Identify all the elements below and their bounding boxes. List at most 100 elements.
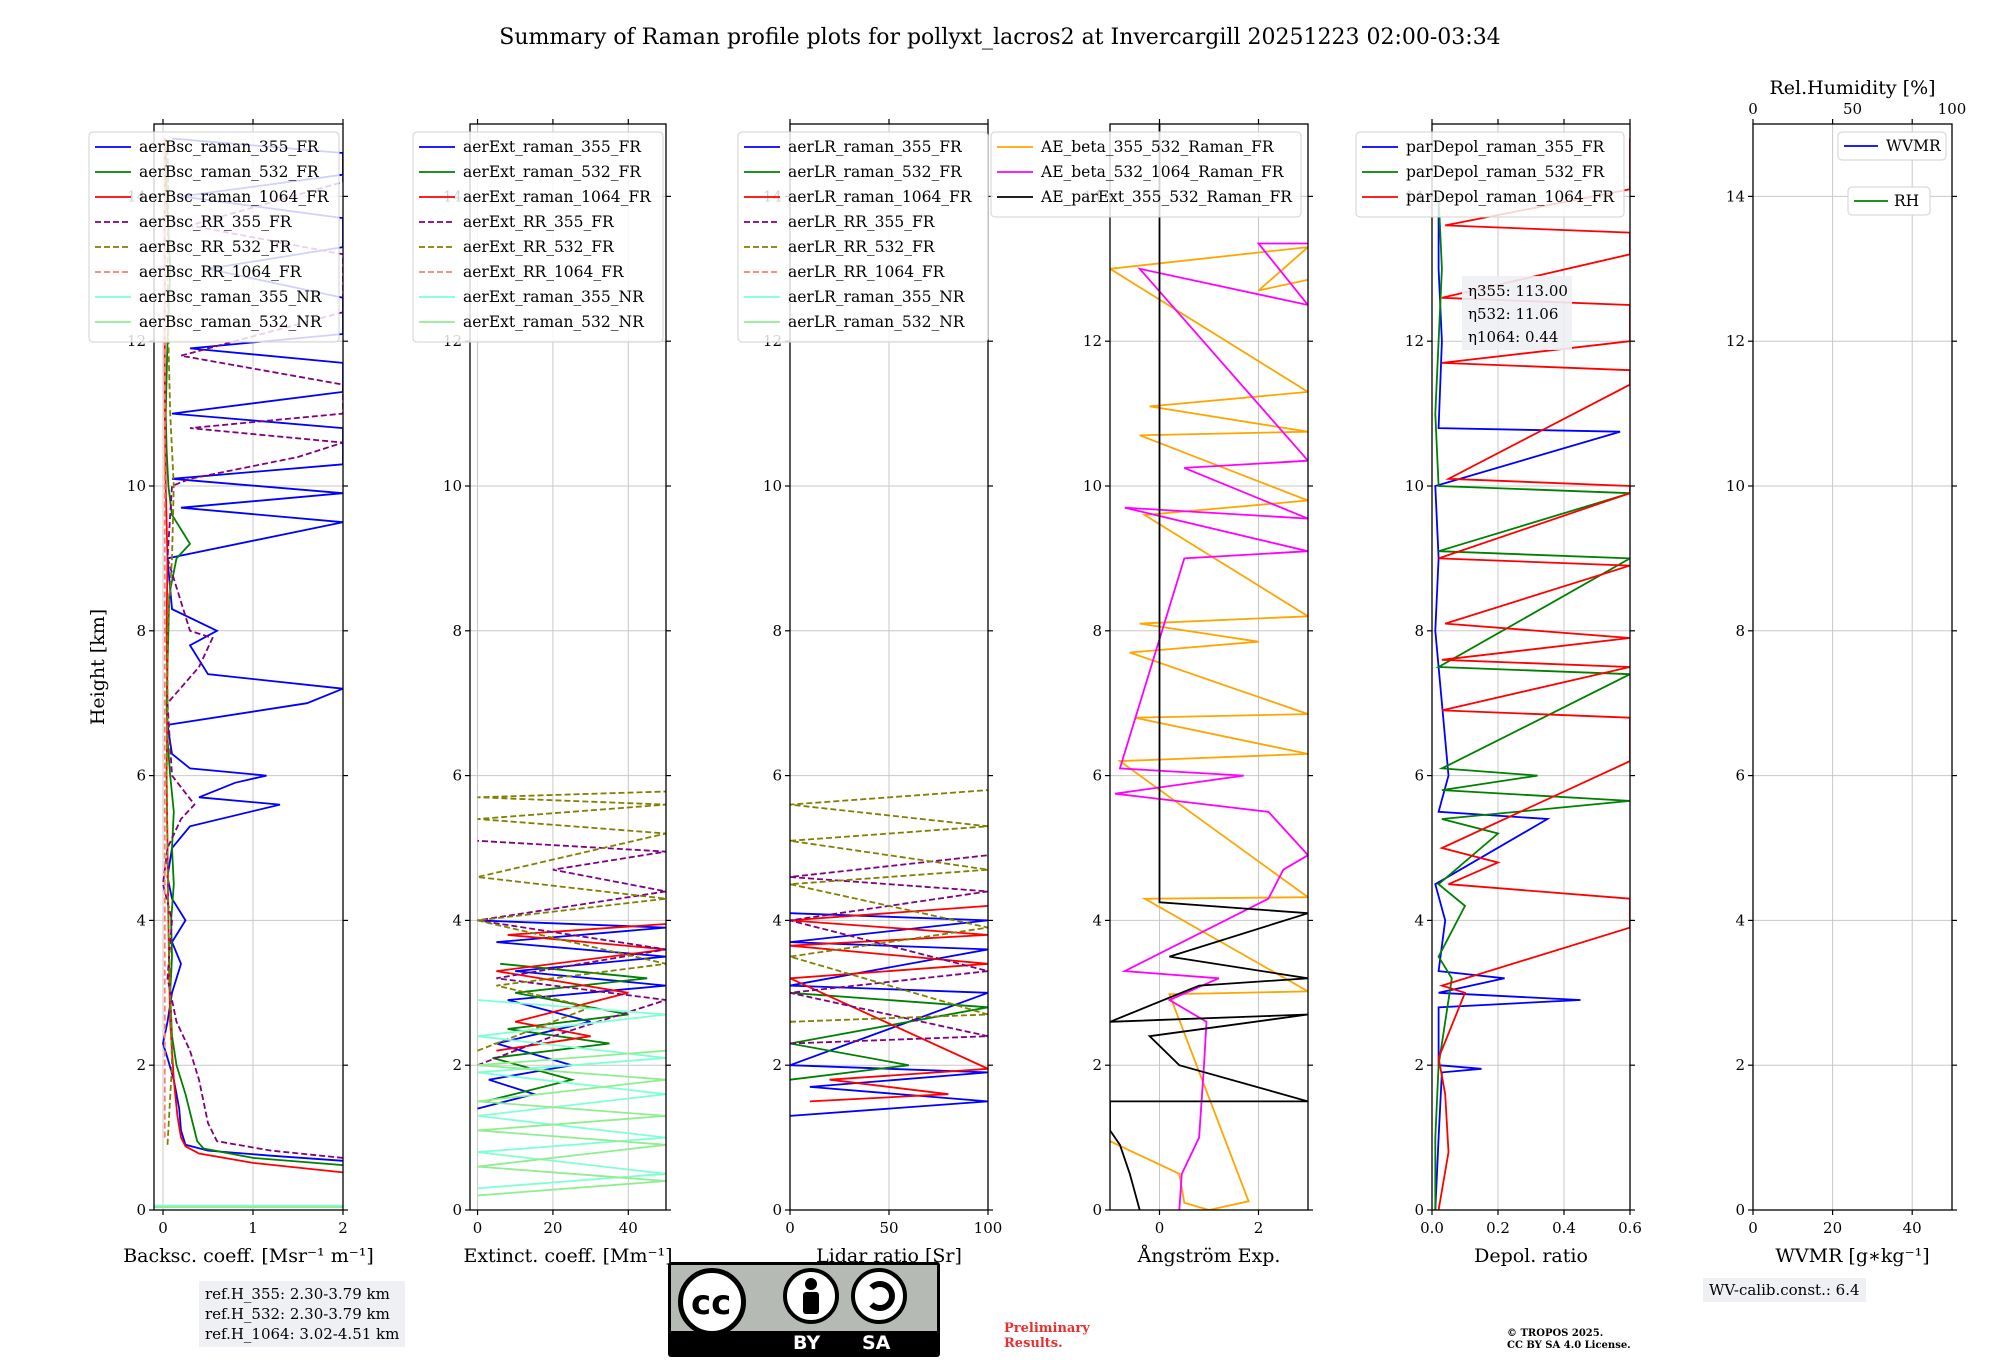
- copyright-note: © TROPOS 2025. CC BY SA 4.0 License.: [1507, 1328, 1631, 1352]
- ytick-label: 0: [1414, 1201, 1424, 1219]
- xtick-label: 0: [158, 1219, 168, 1237]
- ytick-label: 6: [1414, 767, 1424, 785]
- series-aerLR_raman_1064_FR: [790, 905, 988, 1103]
- ytick-label: 8: [136, 622, 146, 640]
- ytick-label: 4: [772, 911, 782, 929]
- legend-label: aerLR_raman_355_NR: [788, 288, 966, 306]
- legend-label: aerExt_raman_532_NR: [463, 313, 645, 331]
- legend-label: aerBsc_raman_355_FR: [139, 138, 320, 156]
- legend-label: aerLR_RR_532_FR: [788, 238, 936, 256]
- ytick-label: 4: [1092, 911, 1102, 929]
- y-axis-label: Height [km]: [87, 609, 109, 725]
- legend: WVMR RH: [1837, 131, 1947, 216]
- legend-box: [990, 131, 1302, 218]
- legend-label: RH: [1894, 192, 1919, 210]
- reference-height-box: ref.H_355: 2.30-3.79 km ref.H_532: 2.30-…: [199, 1281, 406, 1347]
- wv-calibration-box: WV-calib.const.: 6.4: [1703, 1278, 1866, 1302]
- xtick-label: 2: [1254, 1219, 1264, 1237]
- legend-label: parDepol_raman_355_FR: [1406, 138, 1606, 156]
- legend-label: aerLR_raman_532_NR: [788, 313, 966, 331]
- legend-label: AE_beta_532_1064_Raman_FR: [1040, 163, 1285, 181]
- ytick-label: 10: [1726, 477, 1745, 495]
- series-group: [790, 789, 988, 1117]
- series-group: [154, 137, 343, 1208]
- ytick-label: 2: [1735, 1056, 1745, 1074]
- ytick-label: 10: [1083, 477, 1102, 495]
- xtick-label: 50: [879, 1219, 898, 1237]
- xtick-label: 20: [1823, 1219, 1842, 1237]
- legend-label: aerExt_raman_532_FR: [463, 163, 642, 181]
- legend-label: aerExt_raman_355_NR: [463, 288, 645, 306]
- x-axis-label: Ångström Exp.: [1137, 1245, 1281, 1267]
- legend-label: aerLR_raman_532_FR: [788, 163, 963, 181]
- x-axis-label: Lidar ratio [Sr]: [816, 1245, 962, 1267]
- legend-label: aerBsc_raman_1064_FR: [139, 188, 330, 206]
- ytick-label: 10: [127, 477, 146, 495]
- xtick-label: 0: [473, 1219, 483, 1237]
- axes-frame: [1752, 123, 1953, 1211]
- series-aerExt_RR_532_FR: [477, 790, 666, 1052]
- ytick-label: 6: [136, 767, 146, 785]
- legend-label: aerBsc_RR_1064_FR: [139, 263, 303, 281]
- ytick-label: 6: [1735, 767, 1745, 785]
- ref-height-1064: ref.H_1064: 3.02-4.51 km: [205, 1325, 400, 1343]
- x-axis-label: WVMR [g∗kg⁻¹]: [1775, 1245, 1929, 1267]
- xtick-label: 0.0: [1420, 1219, 1444, 1237]
- xtick-label: 0.2: [1486, 1219, 1510, 1237]
- legend-label: aerLR_raman_355_FR: [788, 138, 963, 156]
- legend-label: aerExt_raman_355_FR: [463, 138, 642, 156]
- legend-label: aerBsc_raman_532_FR: [139, 163, 320, 181]
- series-aerLR_RR_355_FR: [790, 854, 988, 1045]
- ytick-label: 10: [1405, 477, 1424, 495]
- ref-height-355: ref.H_355: 2.30-3.79 km: [205, 1285, 390, 1303]
- copyright-line-2: CC BY SA 4.0 License.: [1507, 1340, 1631, 1351]
- annotation-box: [1462, 276, 1572, 350]
- series-aerExt_raman_532_FR: [484, 962, 648, 1103]
- ytick-label: 10: [443, 477, 462, 495]
- ytick-label: 0: [136, 1201, 146, 1219]
- legend: AE_beta_355_532_Raman_FR AE_beta_532_1064…: [990, 131, 1302, 218]
- cc-icon: cc: [678, 1268, 746, 1336]
- annotation-line: η1064: 0.44: [1468, 328, 1558, 346]
- ref-height-532: ref.H_532: 2.30-3.79 km: [205, 1305, 390, 1323]
- ytick-label: 0: [1092, 1201, 1102, 1219]
- xtick-label: 0: [1155, 1219, 1165, 1237]
- ytick-label: 8: [452, 622, 462, 640]
- panel-lidar_ratio: 02468101214050100Lidar ratio [Sr]aerLR_r…: [737, 119, 1002, 1267]
- xtick-label: 0: [785, 1219, 795, 1237]
- panel-extinction: 0246810121402040Extinct. coeff. [Mm⁻¹]ae…: [412, 119, 673, 1267]
- preliminary-line-1: Preliminary: [1004, 1321, 1090, 1336]
- copyright-line-1: © TROPOS 2025.: [1507, 1328, 1604, 1339]
- axes-frame: [469, 123, 667, 1211]
- ytick-label: 2: [1092, 1056, 1102, 1074]
- ytick-label: 4: [1735, 911, 1745, 929]
- series-aerLR_raman_355_FR: [790, 912, 988, 1117]
- legend-label: aerLR_RR_355_FR: [788, 213, 936, 231]
- series-aerExt_raman_355_FR: [477, 919, 666, 1110]
- legend-label: aerExt_RR_532_FR: [463, 238, 615, 256]
- panel-backscatter: 02468101214012Backsc. coeff. [Msr⁻¹ m⁻¹]…: [87, 119, 374, 1267]
- legend-box: [412, 131, 664, 343]
- figure-title: Summary of Raman profile plots for polly…: [499, 25, 1500, 50]
- legend: aerLR_raman_355_FR aerLR_raman_532_FR aerL…: [737, 131, 989, 343]
- series-aerBsc_RR_355_FR: [162, 153, 343, 1159]
- ytick-label: 0: [1735, 1201, 1745, 1219]
- ytick-label: 6: [1092, 767, 1102, 785]
- ytick-label: 2: [452, 1056, 462, 1074]
- top-xtick-label: 0: [1748, 100, 1758, 118]
- xtick-label: 0.6: [1618, 1219, 1642, 1237]
- ytick-label: 6: [772, 767, 782, 785]
- xtick-label: 0: [1748, 1219, 1758, 1237]
- ytick-label: 0: [772, 1201, 782, 1219]
- preliminary-line-2: Results.: [1004, 1336, 1063, 1351]
- x-axis-label: Backsc. coeff. [Msr⁻¹ m⁻¹]: [123, 1245, 374, 1267]
- panel-angstrom: 0246810121402Ångström Exp.AE_beta_355_53…: [990, 119, 1313, 1267]
- ytick-label: 0: [452, 1201, 462, 1219]
- chart-panels: 02468101214012Backsc. coeff. [Msr⁻¹ m⁻¹]…: [87, 77, 1966, 1267]
- legend-label: parDepol_raman_1064_FR: [1406, 188, 1615, 206]
- legend: parDepol_raman_355_FR parDepol_raman_532_…: [1355, 131, 1625, 218]
- ytick-label: 2: [1414, 1056, 1424, 1074]
- legend: aerExt_raman_355_FR aerExt_raman_532_FRae…: [412, 131, 664, 343]
- ytick-label: 8: [1092, 622, 1102, 640]
- legend-label: WVMR: [1886, 137, 1942, 155]
